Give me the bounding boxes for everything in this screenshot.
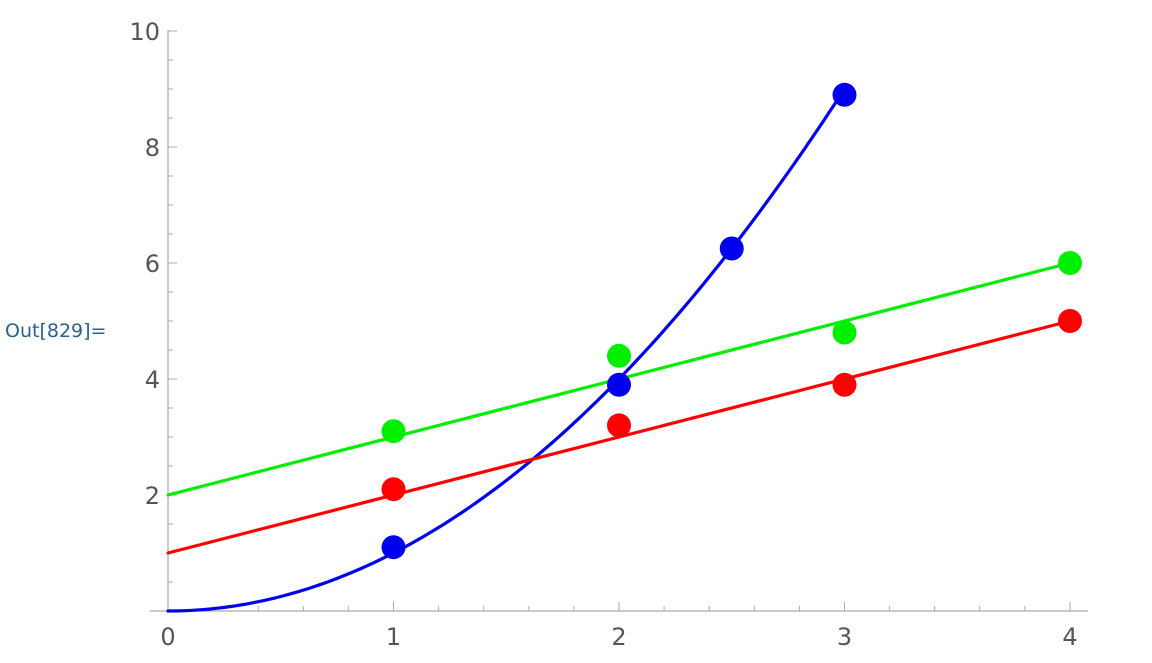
y-tick-label: 4: [145, 366, 160, 394]
data-point-series-3: [1058, 251, 1082, 275]
y-tick-label: 10: [129, 18, 160, 46]
data-point-series-2: [607, 413, 631, 438]
fit-curve-1: [166, 87, 847, 613]
y-tick-label: 6: [145, 250, 160, 278]
data-point-series-2: [381, 477, 406, 502]
data-point-series-1: [381, 535, 406, 560]
x-tick-label: 1: [386, 623, 401, 651]
x-tick-label: 0: [160, 623, 175, 651]
output-cell-label: Out[829]=: [5, 320, 107, 342]
data-point-series-1: [607, 372, 631, 397]
data-point-series-3: [832, 320, 857, 345]
data-point-series-3: [607, 343, 631, 368]
data-point-series-2: [1058, 309, 1082, 333]
y-tick-label: 2: [145, 482, 160, 510]
data-point-series-2: [832, 372, 857, 397]
data-point-series-3: [381, 419, 406, 444]
data-point-series-1: [719, 236, 744, 261]
x-tick-label: 4: [1062, 623, 1077, 651]
axes: 0 1 2 3 4 2 4 6 8 10: [129, 18, 1088, 651]
y-tick-label: 8: [145, 134, 160, 162]
x-tick-label: 2: [611, 623, 626, 651]
x-tick-label: 3: [837, 623, 852, 651]
data-point-series-1: [832, 82, 857, 107]
data-points: [381, 82, 1082, 560]
